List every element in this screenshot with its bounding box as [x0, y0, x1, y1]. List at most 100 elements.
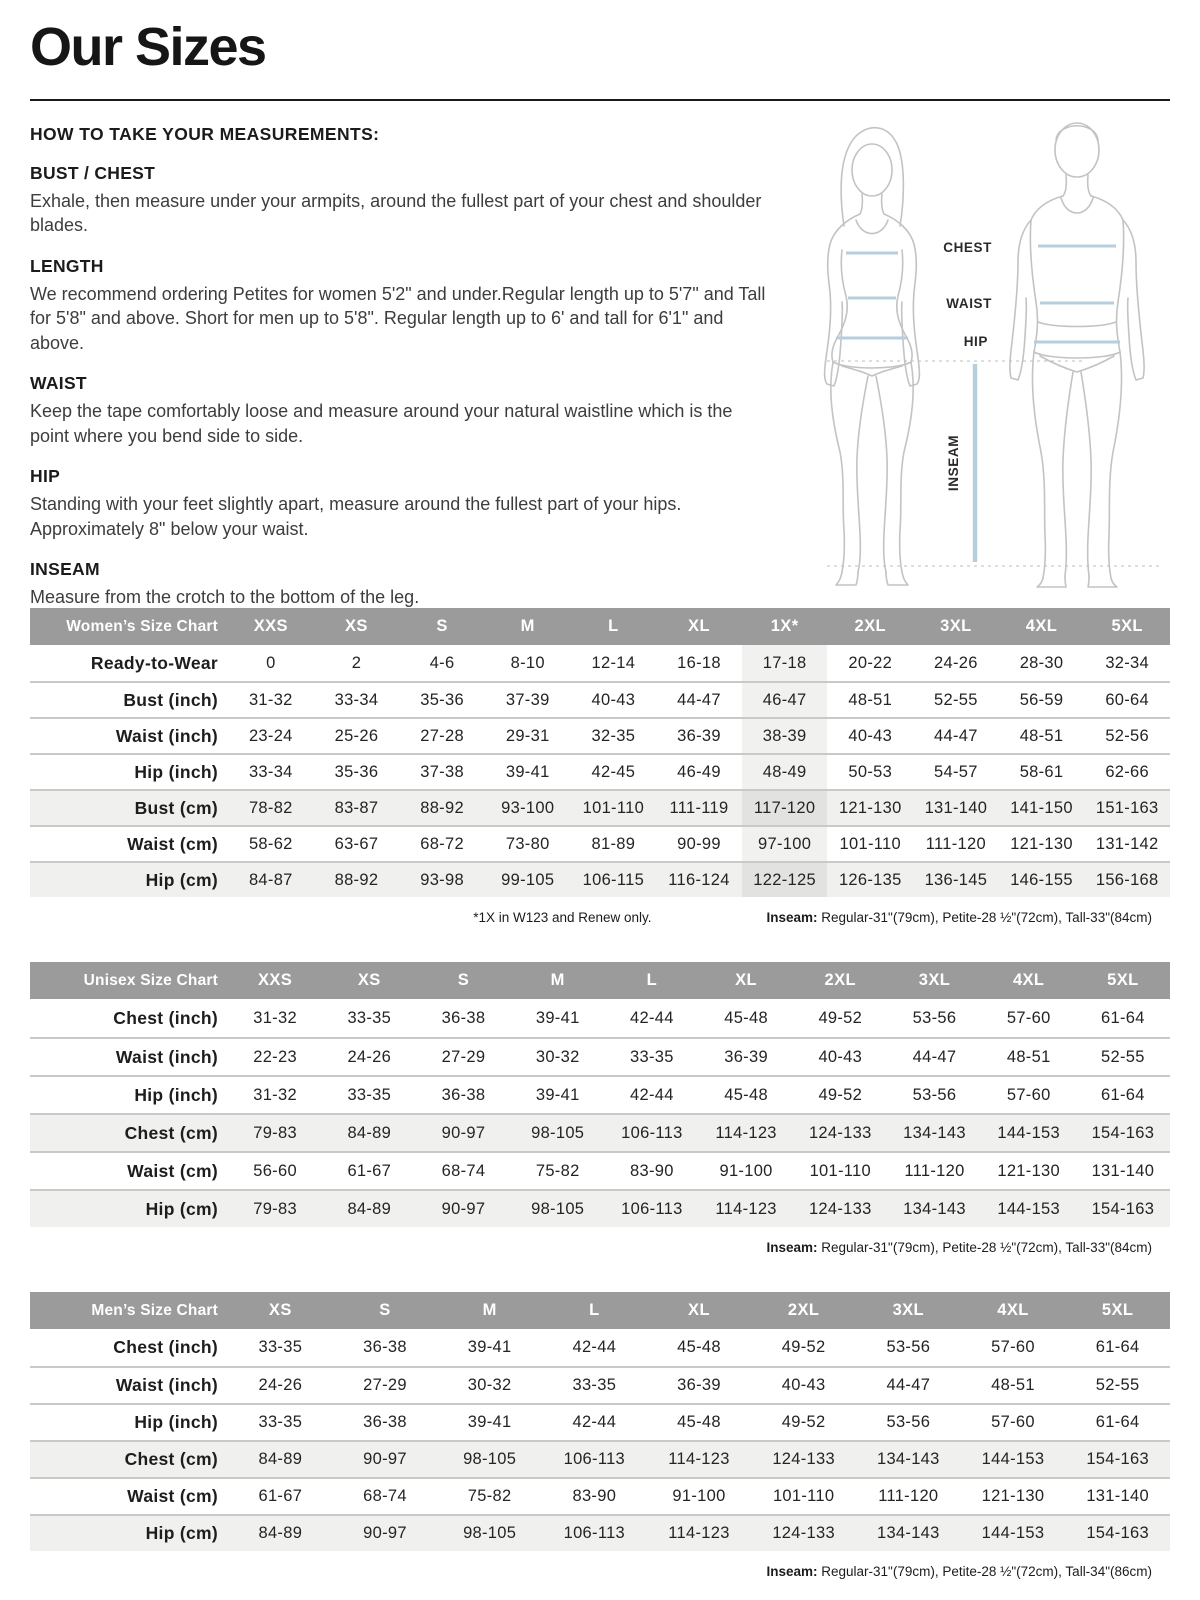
size-column-header: XS: [357, 971, 381, 989]
table-row: Waist (inch) 23-24 25-26 27-28 29-31 32-35 36-…: [30, 717, 1170, 753]
table-title: Unisex Size Chart: [83, 971, 218, 989]
size-cell: 98-105: [531, 1123, 585, 1142]
size-cell: 154-163: [1086, 1450, 1149, 1468]
section-bust-chest: BUST / CHEST Exhale, then measure under …: [30, 163, 772, 238]
size-cell: 33-35: [572, 1376, 617, 1394]
table-title: Women’s Size Chart: [66, 617, 218, 635]
size-cell: 53-56: [912, 1085, 957, 1104]
section-waist: WAIST Keep the tape comfortably loose an…: [30, 373, 772, 448]
size-cell: 144-153: [997, 1123, 1061, 1142]
size-cell: 134-143: [903, 1199, 966, 1218]
size-cell: 144-153: [981, 1524, 1045, 1542]
size-cell: 124-133: [772, 1524, 835, 1542]
size-cell: 93-98: [420, 870, 464, 889]
measurement-instructions: HOW TO TAKE YOUR MEASUREMENTS: BUST / CH…: [30, 124, 772, 610]
table-row: Waist (inch) 22-23 24-26 27-29 30-32 33-35 36-…: [30, 1037, 1170, 1075]
size-cell: 126-135: [838, 870, 902, 889]
size-cell: 121-130: [981, 1487, 1045, 1505]
size-cell: 111-119: [669, 798, 729, 817]
size-cell: 49-52: [781, 1413, 826, 1431]
size-cell: 154-163: [1091, 1123, 1155, 1142]
size-cell: 83-87: [334, 798, 379, 817]
size-cell: 36-38: [441, 1008, 486, 1027]
size-cell: 42-44: [630, 1085, 674, 1104]
size-cell: 84-89: [347, 1199, 392, 1218]
size-cell: 121-130: [1010, 834, 1073, 853]
table-row: Chest (inch) 31-32 33-35 36-38 39-41 42-44 45-…: [30, 999, 1170, 1037]
footnote-inseam-note: Inseam: Regular-31"(79cm), Petite-28 ½"(…: [766, 1564, 1152, 1579]
size-cell: 50-53: [848, 762, 893, 781]
size-cell: 106-113: [621, 1123, 683, 1142]
table-row: Bust (cm) 78-82 83-87 88-92 93-100 101-110 111…: [30, 789, 1170, 825]
table-row: Hip (cm) 84-87 88-92 93-98 99-105 106-115 116-…: [30, 861, 1170, 897]
size-cell: 48-51: [1019, 726, 1064, 745]
section-title: INSEAM: [30, 559, 100, 580]
size-cell: 78-82: [248, 798, 293, 817]
size-column-header: XL: [735, 971, 758, 989]
size-cell: 75-82: [535, 1161, 580, 1180]
page-title: Our Sizes: [30, 17, 267, 77]
size-cell: 39-41: [535, 1008, 580, 1027]
chest-label: CHEST: [943, 240, 992, 255]
size-cell: 24-26: [258, 1376, 303, 1394]
size-column-header: 3XL: [892, 1301, 925, 1319]
section-body: We recommend ordering Petites for women …: [30, 283, 766, 353]
size-column-header: 1X*: [770, 617, 799, 635]
size-cell: 36-39: [677, 726, 721, 745]
size-cell: 23-24: [248, 726, 293, 745]
section-length: LENGTH We recommend ordering Petites for…: [30, 256, 772, 355]
row-label: Chest (cm): [124, 1449, 218, 1469]
size-cell: 61-64: [1095, 1338, 1140, 1356]
size-cell: 33-34: [334, 690, 379, 709]
size-cell: 4-6: [429, 653, 455, 672]
size-column-header: 4XL: [997, 1301, 1029, 1319]
size-column-header: M: [482, 1301, 497, 1319]
size-cell: 91-100: [719, 1161, 773, 1180]
size-cell: 40-43: [591, 690, 636, 709]
size-column-header: XL: [688, 1301, 710, 1319]
section-title: BUST / CHEST: [30, 163, 156, 183]
table-header-row: Unisex Size Chart XXS XS S M L XL 2XL 3XL 4XL 5XL: [30, 962, 1170, 999]
size-cell: 68-74: [441, 1161, 486, 1180]
size-cell: 61-64: [1095, 1413, 1140, 1431]
size-cell: 27-29: [363, 1376, 407, 1394]
size-cell: 16-18: [677, 653, 721, 672]
size-cell: 111-120: [878, 1487, 939, 1505]
waist-label: WAIST: [946, 296, 992, 311]
size-column-header: 3XL: [940, 617, 972, 635]
row-label: Hip (cm): [145, 1523, 218, 1543]
measurement-diagram: CHEST WAIST HIP INSEAM: [782, 110, 1162, 592]
size-cell: 156-168: [1095, 870, 1159, 889]
row-label: Waist (cm): [127, 1486, 218, 1506]
size-cell: 48-51: [991, 1376, 1035, 1394]
size-cell: 40-43: [848, 726, 893, 745]
size-cell: 48-49: [741, 755, 828, 789]
section-body: Keep the tape comfortably loose and meas…: [30, 401, 733, 446]
size-cell: 114-123: [715, 1199, 777, 1218]
size-cell: 24-26: [934, 653, 978, 672]
size-cell: 124-133: [808, 1123, 872, 1142]
size-cell: 36-39: [677, 1376, 721, 1394]
size-column-header: S: [379, 1301, 391, 1319]
size-cell: 84-89: [347, 1123, 392, 1142]
size-cell: 60-64: [1105, 690, 1150, 709]
size-cell: 30-32: [535, 1047, 580, 1066]
table-row: Hip (inch) 33-35 36-38 39-41 42-44 45-48 49-52…: [30, 1403, 1170, 1440]
size-cell: 134-143: [903, 1123, 966, 1142]
size-cell: 131-140: [924, 798, 988, 817]
size-cell: 101-110: [809, 1161, 871, 1180]
row-label: Bust (cm): [134, 797, 218, 818]
table-row: Hip (inch) 33-34 35-36 37-38 39-41 42-45 46-49…: [30, 753, 1170, 789]
size-column-header: 4XL: [1025, 617, 1058, 635]
size-cell: 39-41: [535, 1085, 580, 1104]
size-cell: 49-52: [781, 1338, 826, 1356]
size-column-header: XL: [688, 617, 710, 635]
row-label: Waist (cm): [127, 1160, 218, 1181]
size-cell: 33-35: [258, 1338, 303, 1356]
size-cell: 68-74: [363, 1487, 407, 1505]
size-cell: 61-67: [347, 1161, 392, 1180]
size-cell: 111-120: [904, 1161, 965, 1180]
size-cell: 22-23: [253, 1047, 297, 1066]
size-cell: 20-22: [848, 653, 893, 672]
table-row: Chest (cm) 79-83 84-89 90-97 98-105 106-113 11…: [30, 1113, 1170, 1151]
